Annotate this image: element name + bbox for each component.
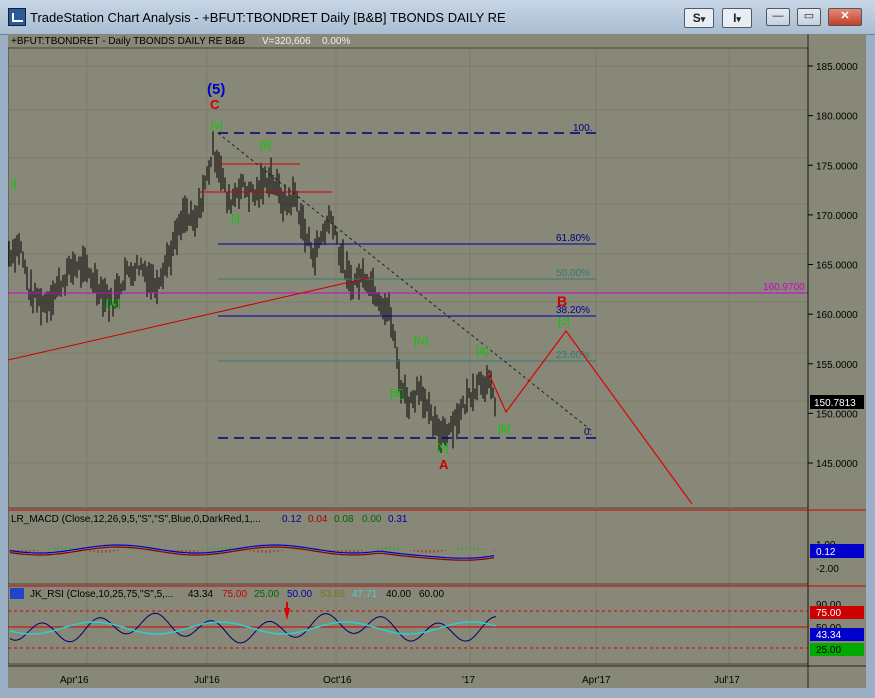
price-axis: 185.0000 180.0000 175.0000 170.0000 165.0000…: [808, 62, 858, 470]
date-tick-oct16: Oct'16: [323, 675, 352, 686]
rsi-value-7: 40.00: [386, 589, 411, 600]
fib-label-0: 0.: [584, 427, 592, 438]
window-title: TradeStation Chart Analysis - +BFUT:TBON…: [30, 10, 506, 25]
macd-lines: [9, 544, 495, 561]
rsi-label: JK_RSI (Close,10,25,75,"S",5,...: [30, 589, 173, 600]
price-tick-label: 175.0000: [816, 161, 858, 172]
wave-label-a: [a]: [476, 345, 488, 357]
macd-value-3: 0.08: [334, 514, 354, 525]
wave-label-5: (5): [207, 81, 225, 98]
wave-label-v-top: [v]: [211, 120, 223, 132]
last-price-label: 150.7813: [814, 398, 856, 409]
price-tick-label: 145.0000: [816, 459, 858, 470]
macd-signal-line: [9, 546, 495, 561]
rsi-value-4: 50.00: [287, 589, 312, 600]
restore-button[interactable]: ▭: [797, 8, 821, 26]
chart-header-symbol: +BFUT:TBONDRET - Daily TBONDS DAILY RE B…: [11, 36, 245, 47]
price-tick-label: 160.0000: [816, 310, 858, 321]
title-bar: TradeStation Chart Analysis - +BFUT:TBON…: [0, 0, 875, 35]
horizontal-line-label: 160.9700: [763, 282, 805, 293]
price-tick-label: 165.0000: [816, 261, 858, 272]
rsi-tick-top: 90.00: [816, 600, 841, 611]
wave-label-B: B: [557, 293, 567, 309]
rsi-smoothed-line: [9, 621, 497, 635]
chart-area[interactable]: 100. 61.80% 50.00% 38.20% 23.60% 0. 160.…: [8, 34, 866, 688]
price-tick-label: 185.0000: [816, 62, 858, 73]
macd-value-2: 0.04: [308, 514, 328, 525]
wave-label-C: C: [210, 97, 220, 112]
rsi-value-2: 75.00: [222, 589, 247, 600]
date-tick-apr16: Apr'16: [60, 675, 89, 686]
rsi-red-arrow-icon: [284, 608, 290, 620]
price-tick-label: 170.0000: [816, 211, 858, 222]
chart-header-volume: V=320,606: [262, 36, 311, 47]
fib-label-236: 23.60%: [556, 350, 590, 361]
wave-label-A: A: [439, 457, 449, 472]
rsi-value-3: 25.00: [254, 589, 279, 600]
rsi-value-5: 53.86: [320, 589, 345, 600]
wave-label-b: [b]: [498, 423, 510, 435]
rsi-75-box: [810, 606, 864, 619]
macd-label: LR_MACD (Close,12,26,9,5,"S","S",Blue,0,…: [11, 514, 261, 525]
fib-label-500: 50.00%: [556, 268, 590, 279]
close-button[interactable]: ✕: [828, 8, 862, 26]
wave-label-ii: [ii]: [260, 139, 271, 151]
macd-value-4: 0.00: [362, 514, 382, 525]
minimize-button[interactable]: —: [766, 8, 790, 26]
fib-label-618: 61.80%: [556, 233, 590, 244]
rsi-lines: [9, 612, 497, 644]
red-trendline: [8, 276, 373, 361]
last-price-box: [810, 395, 864, 409]
wave-label-i: [i]: [231, 213, 240, 225]
chart-header-change: 0.00%: [322, 36, 350, 47]
rsi-tick-25: 25.00: [816, 645, 841, 656]
date-tick-17: '17: [462, 675, 475, 686]
wave-label-v-bottom: [v]: [437, 442, 449, 454]
macd-value-5: 0.31: [388, 514, 408, 525]
rsi-indicator-icon: [10, 588, 24, 599]
rsi-25-box: [810, 643, 864, 656]
dashed-trendline: [217, 132, 593, 432]
wave-label-i-left: i]: [11, 178, 17, 190]
price-tick-label: 180.0000: [816, 112, 858, 123]
i-dropdown-button[interactable]: I▾: [722, 8, 752, 28]
date-tick-jul17: Jul'17: [714, 675, 740, 686]
macd-value-box: [810, 544, 864, 558]
macd-tick-mid: 0.12: [816, 547, 836, 558]
rsi-value-8: 60.00: [419, 589, 444, 600]
price-tick-label: 150.0000: [816, 409, 858, 420]
chart-canvas[interactable]: 100. 61.80% 50.00% 38.20% 23.60% 0. 160.…: [8, 34, 866, 688]
rsi-tick-value: 43.34: [816, 630, 841, 641]
date-tick-apr17: Apr'17: [582, 675, 611, 686]
wave-label-iv: [iv]: [414, 335, 428, 347]
macd-tick-bottom: -2.00: [816, 564, 839, 575]
macd-line: [9, 544, 495, 559]
rsi-value-6: 47.71: [352, 589, 377, 600]
rsi-value-1: 43.34: [188, 589, 213, 600]
rsi-value-box: [810, 628, 864, 641]
fib-label-382: 38.20%: [556, 305, 590, 316]
price-tick-label: 155.0000: [816, 360, 858, 371]
tradestation-app-icon: [8, 8, 26, 26]
projection-path: [487, 329, 693, 505]
rsi-tick-75: 75.00: [816, 608, 841, 619]
price-bars: [8, 130, 496, 453]
wave-label-iv-left: [iv]: [106, 298, 120, 310]
macd-value-1: 0.12: [282, 514, 302, 525]
wave-label-iii: [iii]: [390, 388, 403, 400]
wave-label-c: [c]: [558, 316, 570, 328]
s-dropdown-button[interactable]: S▾: [684, 8, 714, 28]
fib-label-100: 100.: [573, 123, 592, 134]
date-tick-jul16: Jul'16: [194, 675, 220, 686]
